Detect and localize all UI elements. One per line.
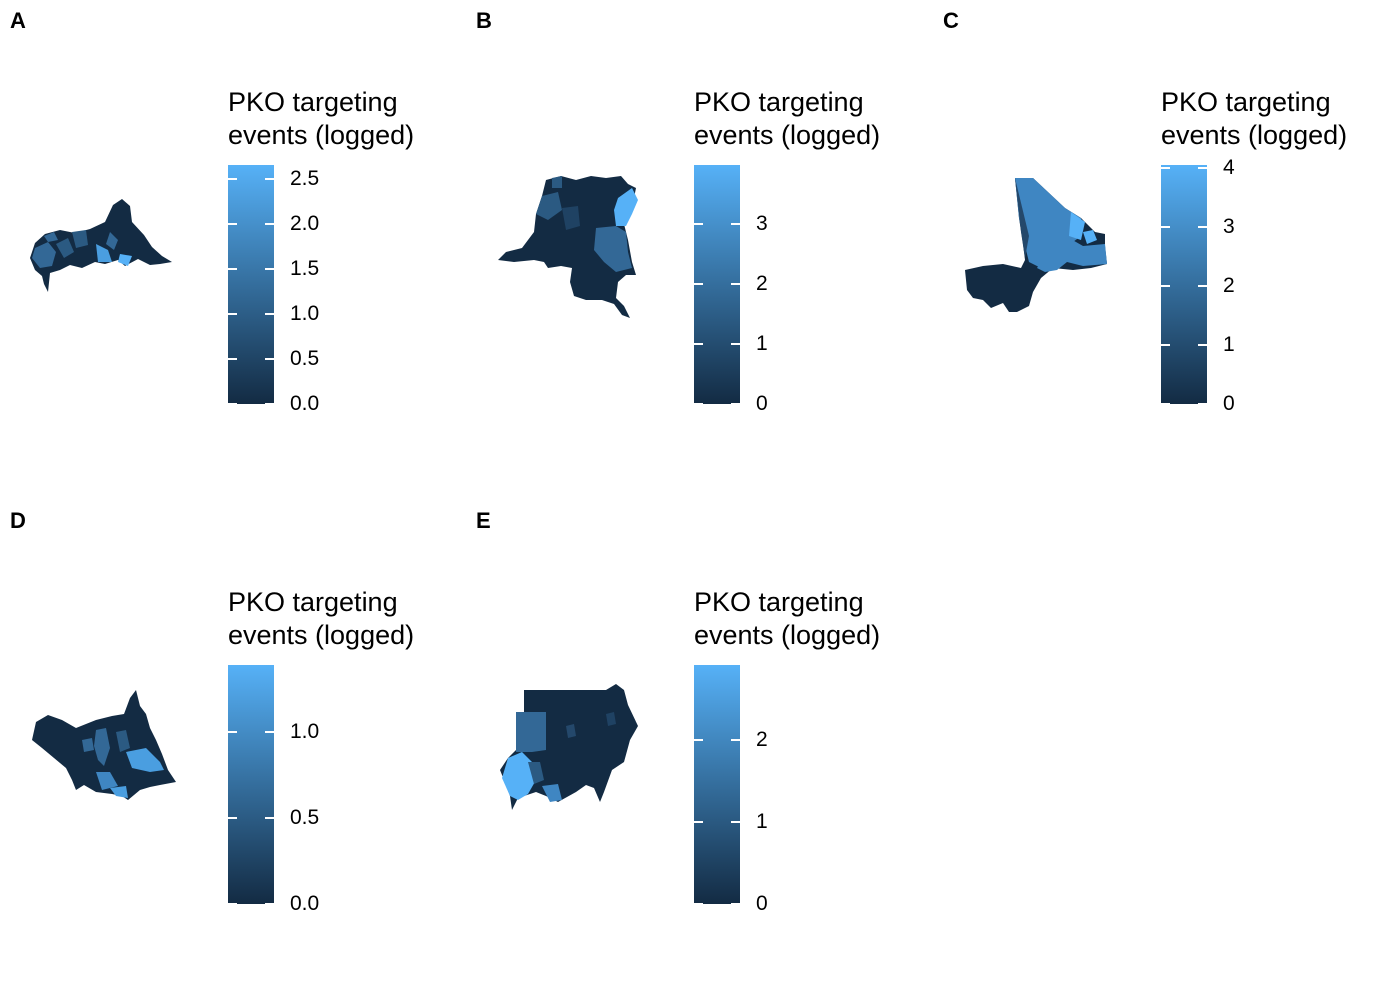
legend-title: PKO targeting events (logged) — [1161, 86, 1347, 152]
map-region — [118, 254, 132, 266]
legend-colorbar — [228, 665, 274, 904]
map-region — [528, 762, 544, 784]
panel-d: D PKO targeting events (logged) 0.0 0.5 … — [0, 500, 466, 1000]
panel-e: E PKO targeting events (logged) 0 1 2 — [466, 500, 932, 1000]
legend-tick-label: 0 — [756, 392, 768, 415]
legend-tick-label: 3 — [756, 212, 768, 235]
panel-c: C PKO targeting events (logged) 0 1 2 3 … — [933, 0, 1399, 500]
legend-colorbar — [228, 165, 274, 404]
legend-title-line1: PKO targeting — [694, 87, 864, 117]
map-central-african-republic — [30, 199, 172, 292]
map-region — [516, 712, 546, 752]
panel-letter-c: C — [943, 8, 959, 33]
legend-tick-label: 0 — [756, 892, 768, 915]
legend-title: PKO targeting events (logged) — [228, 586, 414, 652]
legend-title-line2: events (logged) — [228, 620, 415, 650]
panel-letter-e: E — [476, 508, 491, 533]
legend-title-line1: PKO targeting — [694, 587, 864, 617]
map-region — [562, 206, 580, 230]
legend-title: PKO targeting events (logged) — [228, 86, 414, 152]
legend-colorbar — [1161, 165, 1207, 404]
legend-tick-label: 0.5 — [290, 347, 320, 370]
map-region — [552, 176, 562, 188]
map-region — [606, 712, 616, 726]
map-region — [106, 232, 118, 250]
legend-tick-label: 2.0 — [290, 212, 320, 235]
map-south-sudan — [32, 690, 176, 800]
map-region — [96, 244, 112, 262]
panel-b: B PKO targeting events (logged) 0 1 2 3 — [466, 0, 932, 500]
map-region — [32, 242, 56, 268]
legend-title-line2: events (logged) — [228, 120, 415, 150]
panel-letter-b: B — [476, 8, 492, 33]
panel-letter-a: A — [10, 8, 26, 33]
legend-colorbar — [694, 165, 740, 404]
legend-title: PKO targeting events (logged) — [694, 586, 880, 652]
map-region — [1083, 230, 1097, 244]
map-dr-congo — [498, 176, 638, 318]
legend-tick-label: 3 — [1223, 215, 1235, 238]
panel-a: A PKO targeting events (logged) 0.0 0.5 … — [0, 0, 466, 500]
legend-tick-label: 1.0 — [290, 302, 320, 325]
map-region — [1037, 238, 1107, 272]
legend-title-line2: events (logged) — [694, 120, 881, 150]
legend-title-line2: events (logged) — [1161, 120, 1348, 150]
map-region — [96, 772, 118, 790]
legend-tick-label: 0.5 — [290, 806, 320, 829]
legend-tick-label: 2 — [756, 728, 768, 751]
legend-tick-label: 1.5 — [290, 257, 320, 280]
legend-tick-label: 1 — [756, 332, 768, 355]
legend-tick-label: 0.0 — [290, 392, 320, 415]
legend-tick-label: 2 — [1223, 274, 1235, 297]
map-region — [94, 728, 110, 766]
legend-tick-label: 1 — [1223, 333, 1235, 356]
map-region — [72, 230, 88, 248]
map-region — [56, 238, 74, 258]
map-region — [126, 748, 164, 772]
map-sudan — [500, 684, 638, 810]
map-region — [536, 192, 562, 220]
legend-title-line2: events (logged) — [694, 620, 881, 650]
legend-title: PKO targeting events (logged) — [694, 86, 880, 152]
legend-title-line1: PKO targeting — [228, 87, 398, 117]
map-region — [566, 724, 576, 738]
legend-tick-label: 0 — [1223, 392, 1235, 415]
map-region — [110, 786, 128, 798]
map-region — [44, 232, 58, 242]
map-mali — [965, 178, 1107, 312]
legend-tick-label: 1.0 — [290, 720, 320, 743]
panel-letter-d: D — [10, 508, 26, 533]
map-region — [116, 730, 130, 752]
map-region — [542, 784, 562, 802]
map-region — [82, 738, 94, 752]
legend-tick-label: 0.0 — [290, 892, 320, 915]
legend-title-line1: PKO targeting — [228, 587, 398, 617]
map-region — [594, 226, 632, 272]
map-region — [614, 188, 638, 226]
legend-tick-label: 2 — [756, 272, 768, 295]
legend-tick-label: 2.5 — [290, 167, 320, 190]
map-region — [1069, 212, 1085, 240]
legend-colorbar — [694, 665, 740, 904]
map-base — [30, 199, 172, 292]
legend-title-line1: PKO targeting — [1161, 87, 1331, 117]
map-region — [502, 752, 536, 800]
legend-tick-label: 4 — [1223, 156, 1235, 179]
map-base — [498, 176, 636, 318]
map-region — [1015, 178, 1029, 258]
legend-tick-label: 1 — [756, 810, 768, 833]
